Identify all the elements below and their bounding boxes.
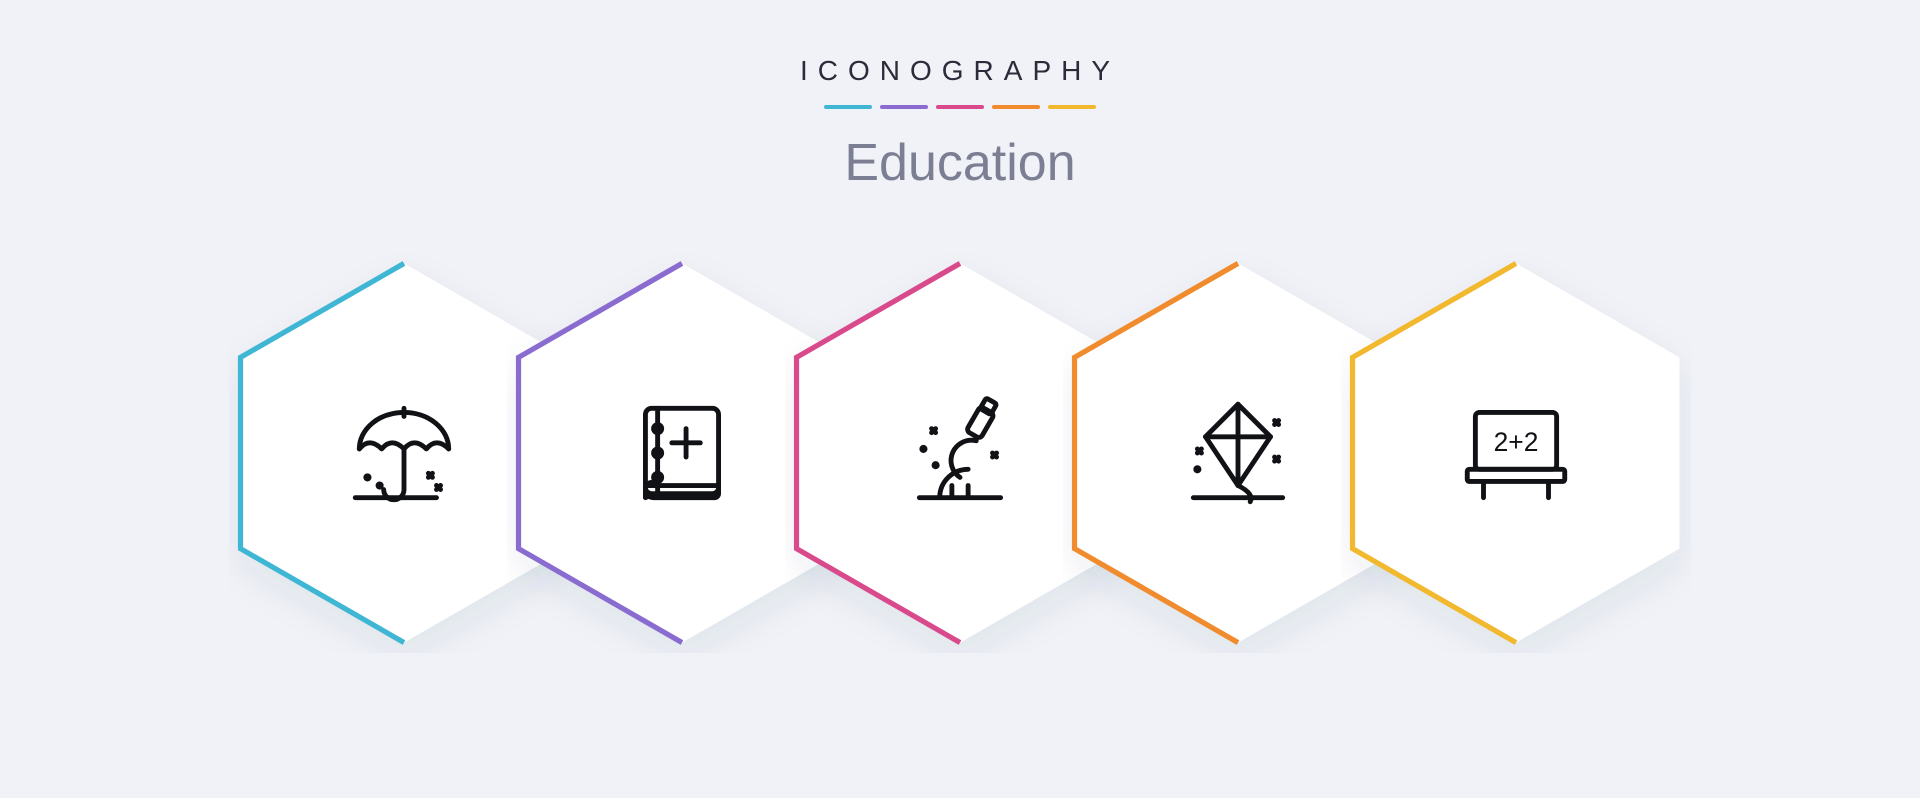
- book-icon: [617, 388, 747, 518]
- accent-swatch: [1048, 105, 1096, 109]
- accent-bar: [824, 105, 1096, 109]
- blackboard-icon: 2+2: [1451, 388, 1581, 518]
- accent-swatch: [824, 105, 872, 109]
- svg-text:2+2: 2+2: [1494, 427, 1539, 457]
- hex-row: 2+2: [0, 253, 1920, 653]
- hex-card: 2+2: [1341, 253, 1691, 653]
- kite-icon: [1173, 388, 1303, 518]
- page-title: Education: [844, 133, 1075, 193]
- accent-swatch: [936, 105, 984, 109]
- umbrella-icon: [339, 388, 469, 518]
- brand-label: ICONOGRAPHY: [800, 55, 1120, 87]
- accent-swatch: [880, 105, 928, 109]
- accent-swatch: [992, 105, 1040, 109]
- microscope-icon: [895, 388, 1025, 518]
